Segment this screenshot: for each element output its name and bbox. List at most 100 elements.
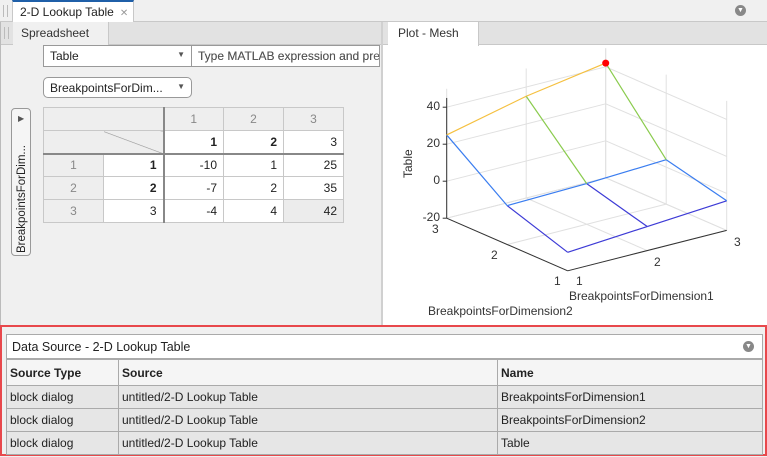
dropdown-arrow-icon: ▼ [177, 50, 185, 59]
mesh-edge [506, 205, 569, 253]
drag-grip-icon[interactable] [3, 5, 8, 17]
source-type-cell: block dialog [6, 408, 119, 432]
value-cell[interactable]: -10 [163, 153, 224, 177]
panel-title: Data Source - 2-D Lookup Table [12, 340, 191, 354]
table-select[interactable]: Table ▼ [43, 45, 192, 67]
y-axis-line [446, 217, 568, 272]
name-cell: BreakpointsForDimension2 [497, 408, 763, 432]
mesh-edge [446, 95, 527, 136]
source-cell: untitled/2-D Lookup Table [118, 385, 498, 409]
row-breakpoint-cell[interactable]: 3 [103, 199, 165, 223]
drag-grip-icon[interactable] [4, 27, 9, 39]
button-label: BreakpointsForDim... [16, 145, 28, 254]
tab-plot-mesh[interactable]: Plot - Mesh [388, 22, 479, 46]
corner-cell [43, 130, 104, 154]
col-breakpoint-cell[interactable]: 1 [163, 130, 224, 154]
x-tick: 1 [576, 274, 583, 288]
lookup-table-grid: 1 2 3 1 2 3 1 1 -10 1 25 2 2 -7 2 35 3 3… [43, 107, 344, 223]
breakpoint-select[interactable]: BreakpointsForDim... ▼ [43, 77, 192, 98]
source-type-cell: block dialog [6, 431, 119, 455]
value-cell[interactable]: 35 [283, 176, 344, 200]
source-cell: untitled/2-D Lookup Table [118, 431, 498, 455]
table-row: 3 3 -4 4 42 [43, 199, 344, 223]
row-breakpoint-cell[interactable]: 1 [103, 153, 165, 177]
mesh-edge [605, 62, 667, 161]
tab-spreadsheet[interactable]: Spreadsheet [13, 22, 109, 46]
y-tick: 3 [432, 222, 439, 236]
value-cell[interactable]: -7 [163, 176, 224, 200]
mesh-edge [525, 62, 606, 97]
mesh-edge [647, 200, 727, 228]
expression-field[interactable]: Type MATLAB expression and pre [191, 45, 380, 67]
spreadsheet-tab-bar: Spreadsheet [1, 22, 382, 46]
y-axis-label: BreakpointsForDimension2 [428, 304, 573, 318]
document-tab-bar: 2-D Lookup Table ✕ ▼ [0, 0, 767, 23]
z-tick: 20 [427, 136, 441, 150]
chevron-down-icon[interactable]: ▼ [743, 341, 754, 352]
table-row[interactable]: block dialog untitled/2-D Lookup Table Bre… [6, 385, 763, 409]
data-source-header: Data Source - 2-D Lookup Table ▼ [6, 334, 763, 359]
value-cell[interactable]: 1 [223, 153, 284, 177]
value-cell-selected[interactable]: 42 [283, 199, 344, 223]
table-row[interactable]: block dialog untitled/2-D Lookup Table Bre… [6, 408, 763, 432]
mesh-edge [567, 225, 648, 253]
chevron-down-icon[interactable]: ▼ [735, 5, 746, 16]
mesh-edge [665, 159, 728, 202]
name-cell: Table [497, 431, 763, 455]
mesh-edge [586, 159, 667, 185]
column-header[interactable]: Source Type [6, 359, 119, 386]
column-header[interactable]: Name [497, 359, 763, 386]
selected-point-marker[interactable] [602, 59, 610, 67]
mesh-edge [525, 95, 588, 184]
x-axis-label: BreakpointsForDimension1 [569, 289, 714, 303]
plot-tab-bar: Plot - Mesh [383, 22, 767, 46]
corner-cell [43, 107, 104, 131]
row-breakpoint-cell[interactable]: 2 [103, 176, 165, 200]
diagonal-corner-cell [103, 130, 165, 154]
col-breakpoint-cell[interactable]: 2 [223, 130, 284, 154]
corner-cell [103, 107, 165, 131]
value-cell[interactable]: -4 [163, 199, 224, 223]
table-row[interactable]: block dialog untitled/2-D Lookup Table Tab… [6, 431, 763, 455]
breakpoint-select-value: BreakpointsForDim... [50, 81, 163, 95]
col-index: 1 [163, 107, 224, 131]
x-tick: 2 [654, 255, 661, 269]
y-tick: 2 [491, 248, 498, 262]
row-index: 1 [43, 153, 104, 177]
grid-line [605, 177, 727, 231]
source-cell: untitled/2-D Lookup Table [118, 408, 498, 432]
x-tick: 3 [734, 235, 741, 249]
z-tick: 40 [427, 99, 441, 113]
plot-panel: Plot - Mesh 40 20 0 -20 1 2 3 1 2 3 Tabl… [383, 22, 767, 325]
col-breakpoint-cell[interactable]: 3 [283, 130, 344, 154]
panel-splitter[interactable] [381, 22, 383, 325]
z-tick: -20 [423, 210, 441, 224]
table-row: 2 2 -7 2 35 [43, 176, 344, 200]
col-index: 3 [283, 107, 344, 131]
y-tick: 1 [554, 274, 561, 288]
spreadsheet-panel: Spreadsheet Table ▼ Type MATLAB expressio… [0, 22, 382, 325]
mesh-edge [586, 183, 648, 228]
source-type-cell: block dialog [6, 385, 119, 409]
value-cell[interactable]: 25 [283, 153, 344, 177]
value-cell[interactable]: 2 [223, 176, 284, 200]
tab-2d-lookup-table[interactable]: 2-D Lookup Table ✕ [12, 0, 134, 23]
value-cell[interactable]: 4 [223, 199, 284, 223]
dropdown-arrow-icon: ▼ [177, 82, 185, 91]
mesh-plot[interactable]: 40 20 0 -20 1 2 3 1 2 3 Table Breakpoint… [383, 22, 767, 325]
z-axis-label: Table [401, 149, 415, 178]
col-index: 2 [223, 107, 284, 131]
row-breakpoint-toggle-button[interactable]: ▶ BreakpointsForDim... [11, 108, 31, 256]
expand-arrow-icon: ▶ [18, 114, 25, 123]
column-header[interactable]: Source [118, 359, 498, 386]
tab-label: 2-D Lookup Table [20, 5, 114, 19]
row-index: 3 [43, 199, 104, 223]
data-source-table: Source Type Source Name block dialog unti… [6, 359, 763, 455]
row-index: 2 [43, 176, 104, 200]
expression-input[interactable] [192, 46, 379, 66]
z-tick: 0 [433, 173, 440, 187]
data-source-panel: Data Source - 2-D Lookup Table ▼ Source … [0, 325, 767, 456]
grid-line [507, 203, 667, 245]
mesh-edge [446, 134, 508, 207]
close-icon[interactable]: ✕ [119, 8, 129, 19]
